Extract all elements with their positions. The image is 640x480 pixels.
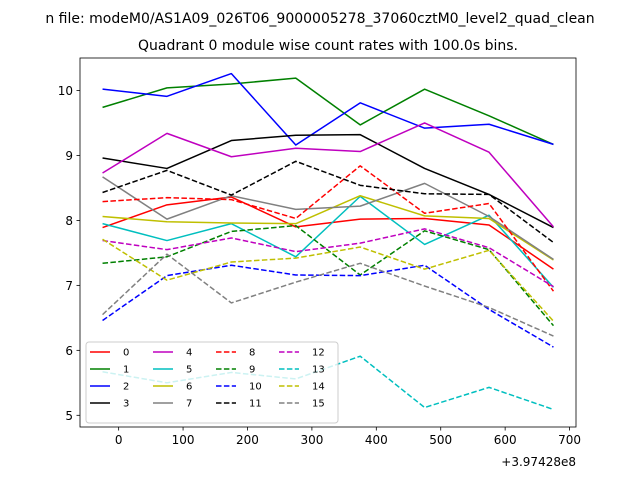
legend-label-15: 15 bbox=[312, 399, 325, 410]
axes-frame bbox=[79, 57, 577, 428]
y-axis-ticks: 5 6 7 8 9 10 bbox=[58, 84, 80, 423]
legend-label-11: 11 bbox=[249, 399, 262, 410]
legend-label-10: 10 bbox=[249, 382, 262, 393]
x-axis-offset-label: +3.97428e8 bbox=[501, 455, 576, 469]
series-line-9 bbox=[102, 224, 555, 327]
legend-label-7: 7 bbox=[186, 399, 192, 410]
x-tick-label: 700 bbox=[558, 433, 581, 447]
x-tick-label: 500 bbox=[429, 433, 452, 447]
figure-suptitle: n file: modeM0/AS1A09_026T06_9000005278_… bbox=[45, 11, 594, 27]
series-line-0 bbox=[102, 196, 554, 270]
series-line-10 bbox=[102, 264, 554, 348]
x-tick-label: 300 bbox=[300, 433, 323, 447]
legend-label-12: 12 bbox=[312, 348, 325, 359]
series-line-12 bbox=[102, 228, 554, 288]
legend-label-2: 2 bbox=[123, 382, 129, 393]
series-line-11 bbox=[102, 160, 554, 244]
chart-title: Quadrant 0 module wise count rates with … bbox=[138, 38, 518, 54]
series-line-3 bbox=[102, 133, 554, 229]
legend-label-8: 8 bbox=[249, 348, 255, 359]
x-tick-label: 600 bbox=[494, 433, 517, 447]
legend-label-3: 3 bbox=[123, 399, 129, 410]
legend-label-5: 5 bbox=[186, 365, 192, 376]
series-line-2 bbox=[102, 72, 554, 146]
legend-label-4: 4 bbox=[186, 348, 192, 359]
x-tick-label: 400 bbox=[365, 433, 388, 447]
x-tick-label: 100 bbox=[172, 433, 195, 447]
series-line-5 bbox=[102, 195, 555, 288]
y-tick-label: 10 bbox=[58, 84, 73, 98]
y-tick-label: 8 bbox=[65, 214, 73, 228]
y-tick-label: 7 bbox=[65, 279, 73, 293]
legend-label-13: 13 bbox=[312, 365, 325, 376]
legend-label-9: 9 bbox=[249, 365, 255, 376]
series-line-8 bbox=[102, 165, 555, 292]
legend-label-6: 6 bbox=[186, 382, 192, 393]
series-line-14 bbox=[102, 238, 555, 322]
series-line-6 bbox=[102, 194, 554, 261]
legend-label-14: 14 bbox=[312, 382, 325, 393]
x-tick-label: 200 bbox=[236, 433, 259, 447]
legend-box bbox=[85, 341, 339, 424]
series-layer bbox=[102, 72, 555, 411]
y-tick-label: 6 bbox=[65, 344, 73, 358]
series-line-7 bbox=[102, 176, 554, 261]
series-line-4 bbox=[102, 122, 555, 228]
series-line-15 bbox=[102, 253, 554, 337]
y-tick-label: 5 bbox=[65, 409, 73, 423]
series-line-1 bbox=[102, 77, 554, 146]
x-axis-ticks: 0 100 200 300 400 500 600 700 bbox=[115, 427, 581, 447]
x-tick-label: 0 bbox=[115, 433, 123, 447]
legend-label-1: 1 bbox=[123, 365, 129, 376]
y-tick-label: 9 bbox=[65, 149, 73, 163]
legend-label-0: 0 bbox=[123, 348, 129, 359]
